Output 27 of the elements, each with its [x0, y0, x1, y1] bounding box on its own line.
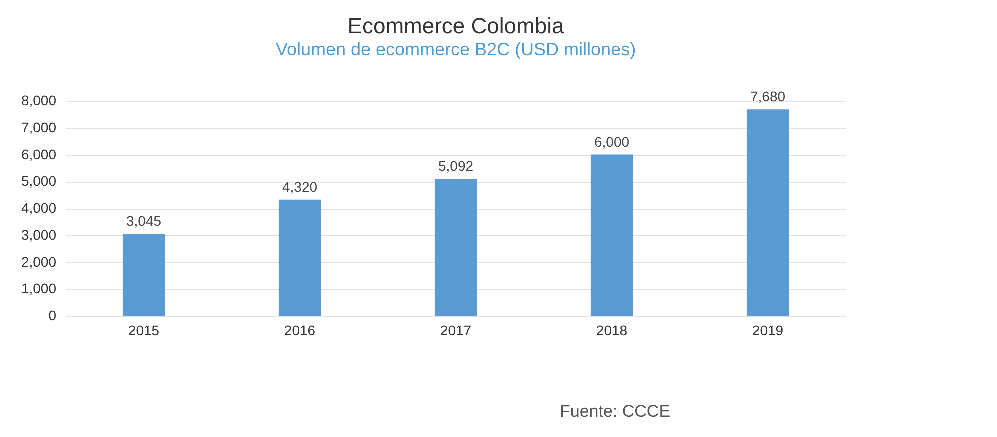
chart-title: Ecommerce Colombia — [348, 14, 565, 39]
x-tick-label: 2018 — [596, 322, 628, 338]
y-tick-label: 4,000 — [21, 200, 57, 216]
bar — [434, 179, 478, 316]
y-tick-label: 0 — [48, 308, 57, 324]
x-tick-label: 2017 — [440, 322, 472, 338]
data-label: 6,000 — [594, 134, 630, 150]
data-label: 5,092 — [438, 158, 474, 174]
y-tick-label: 2,000 — [21, 254, 57, 270]
x-tick-label: 2015 — [128, 322, 160, 338]
data-label: 7,680 — [750, 88, 786, 105]
chart-subtitle: Volumen de ecommerce B2C (USD millones) — [276, 40, 636, 60]
data-label: 4,320 — [282, 178, 318, 195]
y-tick-label: 8,000 — [21, 92, 57, 108]
bar — [590, 154, 634, 316]
bar — [746, 110, 790, 316]
x-tick-label: 2016 — [284, 322, 316, 338]
y-tick-label: 5,000 — [21, 173, 57, 190]
data-label: 3,045 — [126, 213, 162, 230]
y-tick-label: 3,000 — [21, 226, 57, 243]
y-tick-label: 7,000 — [21, 119, 57, 136]
y-tick-label: 6,000 — [21, 146, 57, 162]
source-note: Fuente: CCCE — [560, 402, 671, 422]
y-tick-label: 1,000 — [21, 280, 57, 297]
bar — [278, 200, 322, 316]
bar — [122, 234, 166, 316]
x-tick-label: 2019 — [752, 322, 784, 338]
